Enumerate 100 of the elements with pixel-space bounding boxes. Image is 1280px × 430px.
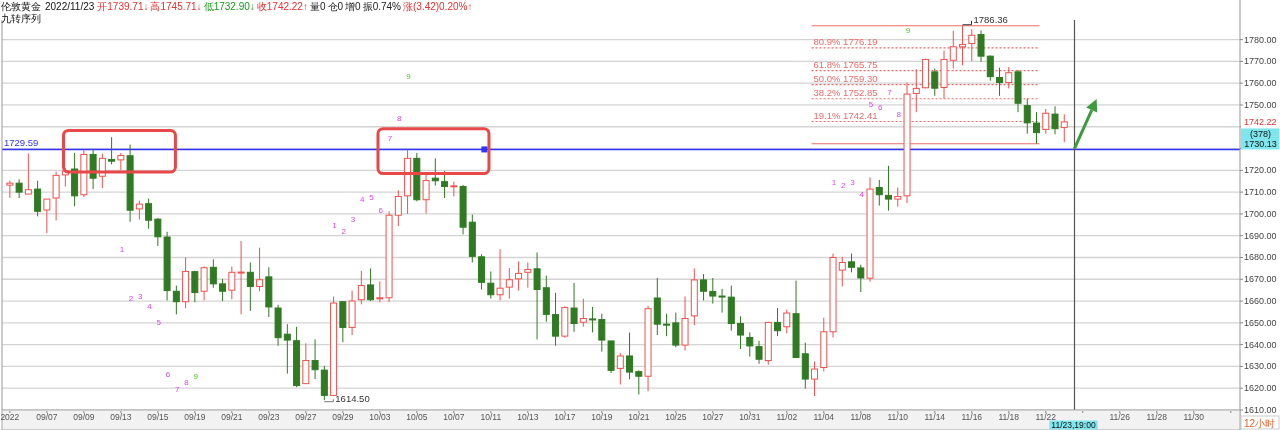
text: 1742.22 [1244, 116, 1277, 127]
x-tick-label: 10/11 [480, 412, 502, 422]
annotation: 7 [175, 385, 181, 395]
annotation: 8 [184, 377, 190, 387]
text: (378) [1249, 128, 1272, 139]
annotation: 2 [341, 226, 347, 236]
annotation: 8 [896, 109, 902, 119]
y-tick-label: 1620.00 [1244, 383, 1277, 394]
x-tick-label: 09/07 [36, 412, 58, 422]
annotation: 1 [332, 220, 338, 230]
y-tick-label: 1610.00 [1244, 405, 1277, 415]
x-tick-label: 09/21 [221, 412, 243, 422]
text: 高1745.71↓ [150, 1, 202, 12]
annotation: 1 [119, 245, 125, 255]
y-tick-label: 1720.00 [1244, 165, 1277, 176]
text: 涨(3.42)0.20%↑ [402, 1, 473, 12]
annotation: 2 [128, 293, 134, 303]
x-tick-label: 11/02 [776, 412, 798, 422]
text: 收1742.22↑ [256, 1, 308, 12]
x-tick-label: 2022 [0, 412, 20, 422]
annotation: 6 [378, 205, 384, 215]
x-tick-label: 10/25 [665, 412, 687, 422]
annotation: 5 [156, 317, 162, 327]
x-tick-label: 11/22 [1035, 412, 1057, 422]
text: 12小时 [1244, 417, 1276, 429]
y-tick-label: 1640.00 [1244, 339, 1277, 350]
x-tick-label: 11/30 [1183, 412, 1205, 422]
annotation: 6 [165, 370, 171, 380]
x-tick-label: 11/14 [924, 412, 946, 422]
x-tick-label: 09/15 [147, 412, 169, 422]
y-tick-label: 1700.00 [1244, 208, 1277, 219]
x-tick-label: 10/13 [517, 412, 539, 422]
annotation: 4 [147, 301, 153, 311]
x-tick-label: 11/04 [813, 412, 835, 422]
x-tick-label: 11/28 [1146, 412, 1168, 422]
text: 开1739.71↓ [97, 1, 149, 12]
annotation: 9 [406, 72, 412, 82]
x-tick-label: 09/27 [295, 412, 317, 422]
ref-line-label: 38.2% 1752.85 [813, 86, 878, 98]
x-tick-label: 11/18 [998, 412, 1020, 422]
annotation: 3 [138, 291, 144, 301]
y-tick-label: 1760.00 [1244, 78, 1277, 89]
x-tick-label: 09/23 [258, 412, 280, 422]
annotation: 8 [397, 114, 403, 124]
annotation: 3 [350, 215, 356, 225]
annotation: 9 [193, 372, 199, 382]
chart-title: 伦敦黄金 [1, 1, 41, 12]
y-tick-label: 1670.00 [1244, 274, 1277, 285]
x-tick-label: 11/26 [1109, 412, 1131, 422]
x-tick-label: 10/03 [369, 412, 391, 422]
annotation: 1614.50 [335, 392, 370, 404]
x-tick-label: 09/09 [73, 412, 95, 422]
x-tick-label: 09/29 [332, 412, 354, 422]
x-tick-label: 11/23,19:00 [1051, 419, 1096, 430]
y-tick-label: 1680.00 [1244, 252, 1277, 263]
x-tick-label: 10/19 [591, 412, 613, 422]
ref-line-label: 61.8% 1765.75 [813, 58, 878, 70]
x-tick-label: 10/31 [739, 412, 761, 422]
x-tick-label: 10/05 [406, 412, 428, 422]
annotation: 4 [859, 190, 865, 200]
text: 仓0 [327, 1, 344, 12]
x-tick-label: 11/16 [961, 412, 983, 422]
y-tick-label: 1710.00 [1244, 187, 1277, 198]
annotation: 5 [369, 192, 375, 202]
x-tick-label: 10/07 [443, 412, 465, 422]
annotation: 九转序列 [1, 13, 41, 24]
ref-line-label: 1729.59 [4, 137, 39, 149]
x-tick-label: 10/27 [702, 412, 724, 422]
annotation: 5 [868, 99, 874, 109]
annotation: 2 [841, 181, 847, 191]
x-tick-label: 11/10 [887, 412, 909, 422]
annotation: 9 [905, 26, 911, 36]
x-tick-label: 11/08 [850, 412, 872, 422]
y-tick-label: 1630.00 [1244, 361, 1277, 372]
x-tick-label: 10/21 [628, 412, 650, 422]
text: 振0.74% [362, 1, 402, 12]
chart-subtitle: 2022/11/23 [45, 1, 95, 12]
y-tick-label: 1770.00 [1244, 56, 1277, 67]
annotation: 7 [387, 134, 393, 144]
x-tick-label: 09/13 [110, 412, 132, 422]
ref-line-label: 50.0% 1759.30 [813, 72, 878, 84]
text: 低1732.90↓ [203, 1, 255, 12]
annotation: 3 [850, 178, 856, 188]
text: 增0 [344, 1, 362, 12]
y-tick-label: 1780.00 [1244, 34, 1277, 45]
y-tick-label: 1750.00 [1244, 99, 1277, 110]
ref-line-label: 80.9% 1776.19 [813, 35, 878, 47]
x-tick-label: 10/17 [554, 412, 576, 422]
annotation: 7 [887, 88, 893, 98]
annotation: 6 [878, 102, 884, 112]
text: 量0 [309, 1, 326, 12]
annotation: 1 [831, 177, 837, 187]
y-tick-label: 1690.00 [1244, 230, 1277, 241]
y-tick-label: 1660.00 [1244, 296, 1277, 307]
ref-line-label: 19.1% 1742.41 [813, 109, 878, 121]
y-tick-label: 1650.00 [1244, 317, 1277, 328]
annotation: 4 [360, 194, 366, 204]
x-tick-label: 09/19 [184, 412, 206, 422]
annotation: 1786.36 [973, 14, 1008, 26]
text: 1730.13 [1244, 138, 1277, 149]
